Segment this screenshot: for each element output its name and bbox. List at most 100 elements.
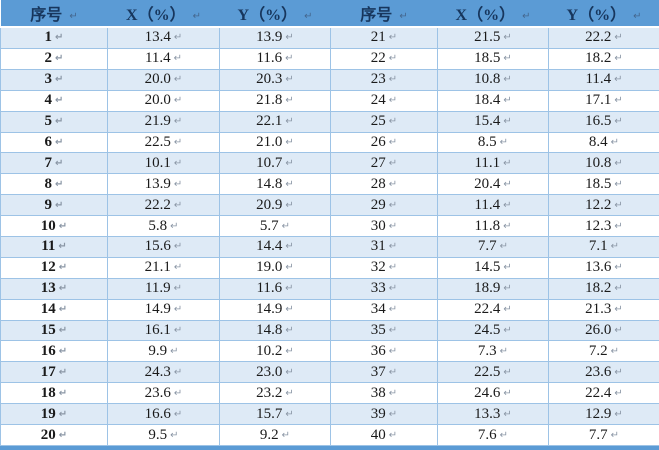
end-of-cell-mark: ↵ (614, 199, 623, 211)
cell-value: 9.9 (148, 342, 168, 359)
serial-cell: 20 ↵ (0, 424, 108, 446)
cell-value: 19.0 (256, 259, 283, 276)
cell-value: 9.2 (259, 426, 279, 443)
end-of-cell-mark: ↵ (173, 387, 183, 399)
end-of-cell-mark: ↵ (173, 283, 183, 295)
value-cell: 10.8 ↵ (548, 152, 659, 175)
end-of-cell-mark: ↵ (285, 136, 294, 148)
value-cell: 5.8 ↵ (107, 215, 220, 237)
end-of-cell-mark: ↵ (285, 32, 294, 44)
serial-cell: 4 ↵ (0, 89, 108, 112)
cell-value: 36 (370, 342, 386, 359)
serial-cell: 32 ↵ (330, 256, 438, 279)
end-of-cell-mark: ↵ (170, 220, 179, 232)
cell-value: 11.4 (144, 50, 171, 67)
value-cell: 21.0 ↵ (219, 131, 331, 154)
cell-value: 21.9 (144, 113, 171, 130)
value-cell: 16.5 ↵ (548, 110, 659, 133)
cell-value: 14.8 (256, 321, 283, 338)
cell-value: 38 (370, 384, 386, 401)
end-of-cell-mark: ↵ (173, 304, 183, 316)
value-cell: 16.6 ↵ (107, 403, 220, 425)
cell-value: 35 (370, 321, 386, 338)
end-of-cell-mark: ↵ (285, 74, 294, 86)
cell-value: 4 (44, 92, 53, 109)
end-of-cell-mark: ↵ (503, 53, 512, 65)
serial-cell: 27 ↵ (330, 152, 438, 175)
column-header: X（%） ↵ (107, 0, 220, 28)
cell-value: 14.4 (256, 238, 283, 255)
serial-cell: 13 ↵ (0, 277, 108, 300)
end-of-cell-mark: ↵ (388, 345, 398, 357)
end-of-cell-mark: ↵ (388, 32, 398, 44)
table-row: 2 ↵ 11.4 ↵ 11.6 ↵ 22 ↵ 18.5 ↵ 18.2 ↵ (0, 47, 659, 70)
cell-value: 23.2 (256, 384, 283, 401)
cell-value: 26.0 (585, 321, 612, 338)
cell-value: 22.4 (585, 384, 612, 401)
cell-value: 9.5 (148, 426, 168, 443)
serial-cell: 11 ↵ (0, 235, 108, 258)
value-cell: 22.5 ↵ (437, 361, 549, 384)
cell-value: 10.8 (474, 71, 501, 88)
cell-value: 24.6 (474, 384, 501, 401)
value-cell: 5.7 ↵ (219, 215, 331, 237)
column-header: 序号 ↵ (330, 0, 438, 28)
end-of-cell-mark: ↵ (503, 387, 512, 399)
end-of-cell-mark: ↵ (58, 304, 68, 316)
cell-value: 22.5 (474, 363, 501, 380)
serial-cell: 19 ↵ (0, 403, 108, 425)
value-cell: 21.9 ↵ (107, 110, 220, 133)
value-cell: 17.1 ↵ (548, 89, 659, 112)
value-cell: 13.4 ↵ (107, 26, 220, 49)
end-of-cell-mark: ↵ (58, 429, 68, 441)
end-of-cell-mark: ↵ (503, 74, 512, 86)
end-of-cell-mark: ↵ (55, 136, 64, 148)
cell-value: 31 (370, 238, 386, 255)
table-row: 18 ↵ 23.6 ↵ 23.2 ↵ 38 ↵ 24.6 ↵ 22.4 ↵ (0, 382, 659, 405)
cell-value: 9 (44, 196, 53, 213)
value-cell: 23.6 ↵ (548, 361, 659, 384)
end-of-cell-mark: ↵ (285, 324, 294, 336)
column-header-label: Y（%） (237, 7, 298, 24)
value-cell: 11.1 ↵ (437, 152, 549, 175)
value-cell: 22.1 ↵ (219, 110, 331, 133)
cell-value: 6 (44, 133, 53, 150)
cell-value: 11.6 (256, 50, 283, 67)
end-of-cell-mark: ↵ (173, 199, 183, 211)
column-header-label: X（%） (455, 7, 516, 24)
value-cell: 14.9 ↵ (107, 298, 220, 321)
end-of-cell-mark: ↵ (55, 95, 64, 107)
serial-cell: 23 ↵ (330, 68, 438, 91)
value-cell: 8.5 ↵ (437, 131, 549, 154)
end-of-cell-mark: ↵ (503, 304, 512, 316)
value-cell: 15.6 ↵ (107, 235, 220, 258)
cell-value: 22.1 (256, 113, 283, 130)
cell-value: 15 (40, 321, 56, 338)
cell-value: 11 (41, 238, 56, 255)
end-of-cell-mark: ↵ (58, 283, 68, 295)
value-cell: 11.4 ↵ (437, 194, 549, 217)
cell-value: 24.3 (144, 363, 171, 380)
end-of-cell-mark: ↵ (55, 74, 64, 86)
cell-value: 21.3 (585, 301, 612, 318)
end-of-cell-mark: ↵ (503, 32, 512, 44)
table-row: 1 ↵ 13.4 ↵ 13.9 ↵ 21 ↵ 21.5 ↵ 22.2 ↵ (0, 26, 659, 49)
end-of-cell-mark: ↵ (610, 241, 620, 253)
serial-cell: 25 ↵ (330, 110, 438, 133)
value-cell: 22.4 ↵ (548, 382, 659, 405)
end-of-cell-mark: ↵ (285, 366, 294, 378)
end-of-cell-mark: ↵ (285, 199, 294, 211)
end-of-cell-mark: ↵ (399, 11, 408, 22)
cell-value: 17 (40, 363, 56, 380)
cell-value: 2 (44, 50, 53, 67)
cell-value: 14.9 (256, 301, 283, 318)
end-of-cell-mark: ↵ (285, 387, 294, 399)
end-of-cell-mark: ↵ (55, 53, 64, 65)
value-cell: 21.1 ↵ (107, 256, 220, 279)
table-row: 8 ↵ 13.9 ↵ 14.8 ↵ 28 ↵ 20.4 ↵ 18.5 ↵ (0, 173, 659, 196)
cell-value: 8.4 (588, 133, 608, 150)
end-of-cell-mark: ↵ (499, 429, 509, 441)
end-of-cell-mark: ↵ (388, 136, 398, 148)
cell-value: 13 (40, 280, 56, 297)
cell-value: 22.2 (585, 29, 612, 46)
